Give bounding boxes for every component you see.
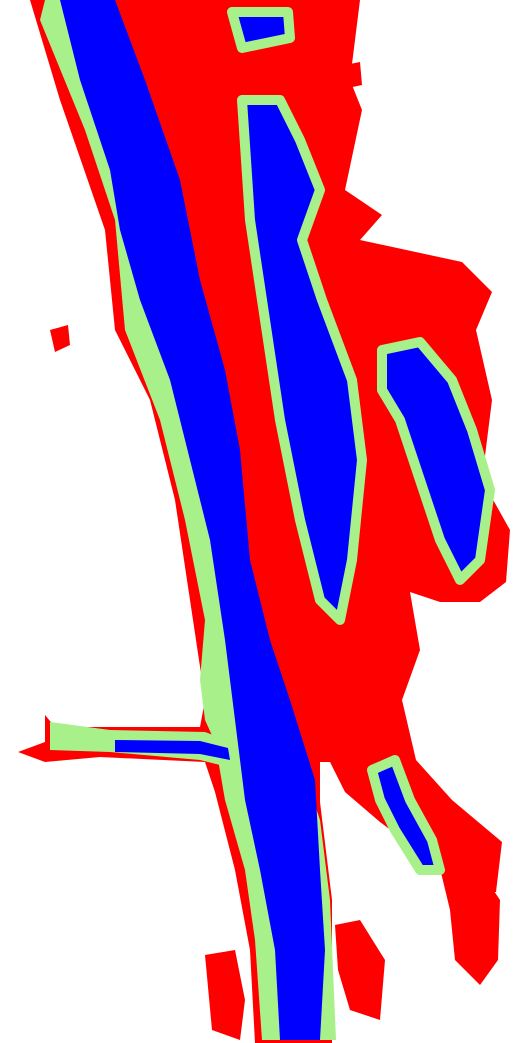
blue-region bbox=[60, 0, 325, 1040]
red-region bbox=[335, 920, 385, 1020]
blue-class bbox=[60, 0, 495, 1040]
blue-region bbox=[377, 337, 495, 585]
red-region bbox=[205, 950, 245, 1040]
red-region bbox=[438, 820, 500, 985]
red-region bbox=[345, 62, 362, 88]
blue-region bbox=[115, 740, 230, 760]
blue-region bbox=[227, 7, 295, 53]
blue-region bbox=[237, 95, 367, 625]
red-region bbox=[50, 325, 70, 352]
blue-region bbox=[367, 755, 445, 875]
